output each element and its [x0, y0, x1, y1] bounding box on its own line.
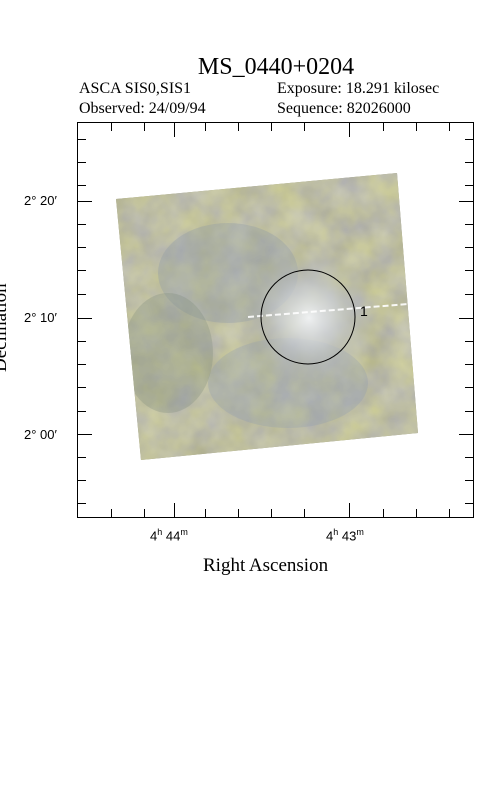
source-region-circle[interactable]: [260, 269, 356, 365]
x-tick-label: 4h 44m: [150, 527, 188, 544]
y-tick-label: 2° 20′: [24, 193, 57, 208]
instrument-label: ASCA SIS0,SIS1: [79, 80, 192, 97]
y-axis-label: Declination: [0, 283, 11, 372]
sequence-label: Sequence: 82026000: [277, 100, 411, 117]
observed-date: Observed: 24/09/94: [79, 100, 206, 117]
plot-frame: 1: [77, 122, 474, 518]
source-label: 1: [360, 303, 368, 319]
y-tick-label: 2° 00′: [24, 427, 57, 442]
x-axis-label: Right Ascension: [203, 555, 329, 576]
page-title: MS_0440+0204: [197, 54, 355, 80]
x-tick-label: 4h 43m: [326, 527, 364, 544]
y-tick-label: 2° 10′: [24, 310, 57, 325]
exposure-label: Exposure: 18.291 kilosec: [277, 80, 440, 97]
sky-image: [116, 173, 418, 460]
